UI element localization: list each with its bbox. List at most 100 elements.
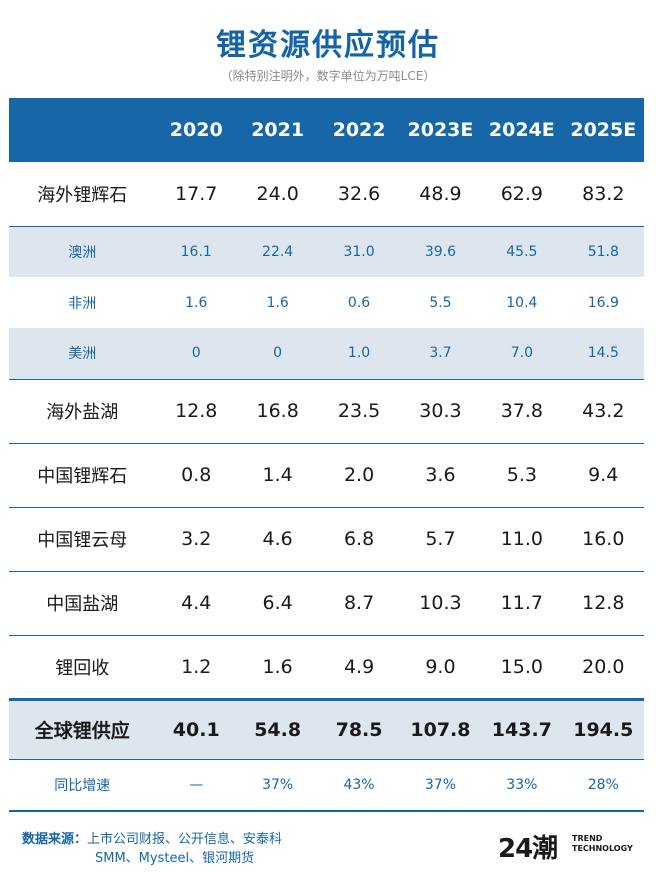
table-row: 海外锂辉石 17.7 24.0 32.6 48.9 62.9 83.2	[9, 162, 644, 227]
table-cell: 83.2	[562, 162, 644, 227]
header-year-2025E: 2025E	[570, 119, 637, 141]
row-label: 海外盐湖	[9, 379, 156, 444]
table-cell: 45.5	[506, 243, 538, 260]
table-cell: 40.1	[155, 699, 237, 760]
row-label: 非洲	[68, 295, 97, 312]
row-label: 全球锂供应	[9, 699, 156, 760]
table-cell: 0.8	[155, 443, 237, 508]
logo-brand-line2: TECHNOLOGY	[572, 844, 633, 853]
table-cell: 9.0	[399, 635, 482, 700]
table-cell: 1.0	[318, 328, 400, 380]
table-cell: 1.4	[236, 443, 319, 508]
header-year-2022: 2022	[332, 119, 386, 141]
table-cell: 2.0	[318, 443, 400, 508]
table-cell: 5.7	[399, 507, 482, 572]
table-row: 同比增速 —37% 43% 37% 33% 28%	[9, 759, 644, 812]
table-cell: 4.6	[236, 507, 319, 572]
table-cell: 20.0	[562, 635, 644, 700]
table-cell: 30.3	[399, 379, 482, 444]
table-cell: 4.4	[155, 571, 237, 636]
table-row: 中国盐湖 4.4 6.4 8.7 10.3 11.7 12.8	[9, 571, 644, 636]
data-source-label: 数据来源：	[22, 832, 88, 847]
table-row: 非洲 1.6 1.6 0.6 5.5 10.4 16.9	[9, 277, 644, 328]
table-cell: 17.7	[155, 162, 237, 227]
table-cell: 28%	[562, 759, 644, 812]
table-cell: 6.8	[318, 507, 400, 572]
table-cell: 33%	[481, 759, 563, 812]
table-cell: 107.8	[399, 699, 482, 760]
table-cell: 43%	[318, 759, 400, 812]
table-cell: 4.9	[318, 635, 400, 700]
table-cell: 8.7	[318, 571, 400, 636]
table-cell: 54.8	[236, 699, 319, 760]
table-cell: 24.0	[236, 162, 319, 227]
table-cell: 143.7	[481, 699, 563, 760]
table-row: 中国锂云母 3.2 4.6 6.8 5.7 11.0 16.0	[9, 507, 644, 572]
table-cell: —	[155, 759, 237, 812]
table-cell: 194.5	[562, 699, 644, 760]
row-label: 美洲	[9, 328, 156, 380]
table-cell: 78.5	[318, 699, 400, 760]
table-cell: 0	[236, 328, 319, 380]
data-source-line2: SMM、Mysteel、银河期货	[95, 851, 255, 866]
table-cell: 14.5	[562, 328, 644, 380]
table-cell: 3.7	[399, 328, 482, 380]
table-row: 中国锂辉石 0.8 1.4 2.0 3.6 5.3 9.4	[9, 443, 644, 508]
table-row: 澳洲 16.1 22.4 31.0 39.6 45.5 51.8	[9, 226, 644, 277]
logo-brand-line1: TREND	[572, 834, 603, 843]
table-cell: 11.7	[481, 571, 563, 636]
table-cell: 3.6	[399, 443, 482, 508]
table-body: 海外锂辉石 17.7 24.0 32.6 48.9 62.9 83.2 澳洲 16.1 22.4 3…	[9, 162, 644, 812]
table-cell: 0	[155, 328, 237, 380]
row-label: 中国锂云母	[9, 507, 156, 572]
table-row: 美洲 0 0 1.0 3.7 7.0 14.5	[9, 328, 644, 380]
header-year-2024E: 2024E	[488, 119, 555, 141]
logo-brand-text: TREND TECHNOLOGY	[572, 834, 633, 854]
header-corner-cell	[9, 98, 156, 162]
table-cell: 37%	[236, 759, 319, 812]
table-cell: 15.0	[481, 635, 563, 700]
table-cell: 37.8	[481, 379, 563, 444]
table-cell: 11.0	[481, 507, 563, 572]
table-cell: 31.0	[343, 243, 375, 260]
table-cell: 37%	[399, 759, 482, 812]
table-row: 锂回收 1.2 1.6 4.9 9.0 15.0 20.0	[9, 635, 644, 700]
table-cell: 32.6	[318, 162, 400, 227]
table-cell: 3.2	[155, 507, 237, 572]
table-cell: 22.4	[262, 243, 294, 260]
data-source: 数据来源：上市公司财报、公开信息、安泰科 SMM、Mysteel、银河期货	[22, 830, 352, 868]
table-cell: 16.1	[180, 243, 212, 260]
table-cell: 62.9	[481, 162, 563, 227]
table-cell: 16.0	[562, 507, 644, 572]
table-header-row: 2020 2021 2022 2023E 2024E 2025E	[9, 98, 644, 162]
row-label: 锂回收	[9, 635, 156, 700]
table-cell: 5.5	[429, 294, 452, 311]
logo-mark: 24潮	[498, 834, 558, 864]
header-year-2023E: 2023E	[407, 119, 474, 141]
table-cell: 9.4	[562, 443, 644, 508]
table-cell: 43.2	[562, 379, 644, 444]
table-cell: 10.3	[399, 571, 482, 636]
table-cell: 12.8	[562, 571, 644, 636]
table-cell: 10.4	[506, 294, 538, 311]
table-cell: 23.5	[318, 379, 400, 444]
table-row: 全球锂供应 40.1 54.8 78.5 107.8 143.7 194.5	[9, 699, 644, 760]
table-cell: 16.9	[587, 294, 619, 311]
data-source-line1: 上市公司财报、公开信息、安泰科	[87, 832, 283, 847]
page-subtitle: （除特别注明外，数字单位为万吨LCE）	[220, 69, 436, 83]
table-cell: 51.8	[587, 243, 619, 260]
table-cell: 7.0	[481, 328, 563, 380]
table-cell: 1.6	[266, 294, 289, 311]
lithium-supply-table: 2020 2021 2022 2023E 2024E 2025E 海外锂辉石 17.7 24.…	[9, 98, 644, 812]
page-title: 锂资源供应预估	[216, 28, 440, 63]
table-cell: 0.6	[347, 294, 371, 311]
header-year-2020: 2020	[169, 119, 223, 141]
row-label: 同比增速	[9, 759, 156, 812]
table-cell: 12.8	[155, 379, 237, 444]
row-label: 中国锂辉石	[9, 443, 156, 508]
table-cell: 5.3	[481, 443, 563, 508]
row-label: 海外锂辉石	[9, 162, 156, 227]
table-cell: 16.8	[236, 379, 319, 444]
table-cell: 1.2	[155, 635, 237, 700]
row-label: 中国盐湖	[9, 571, 156, 636]
